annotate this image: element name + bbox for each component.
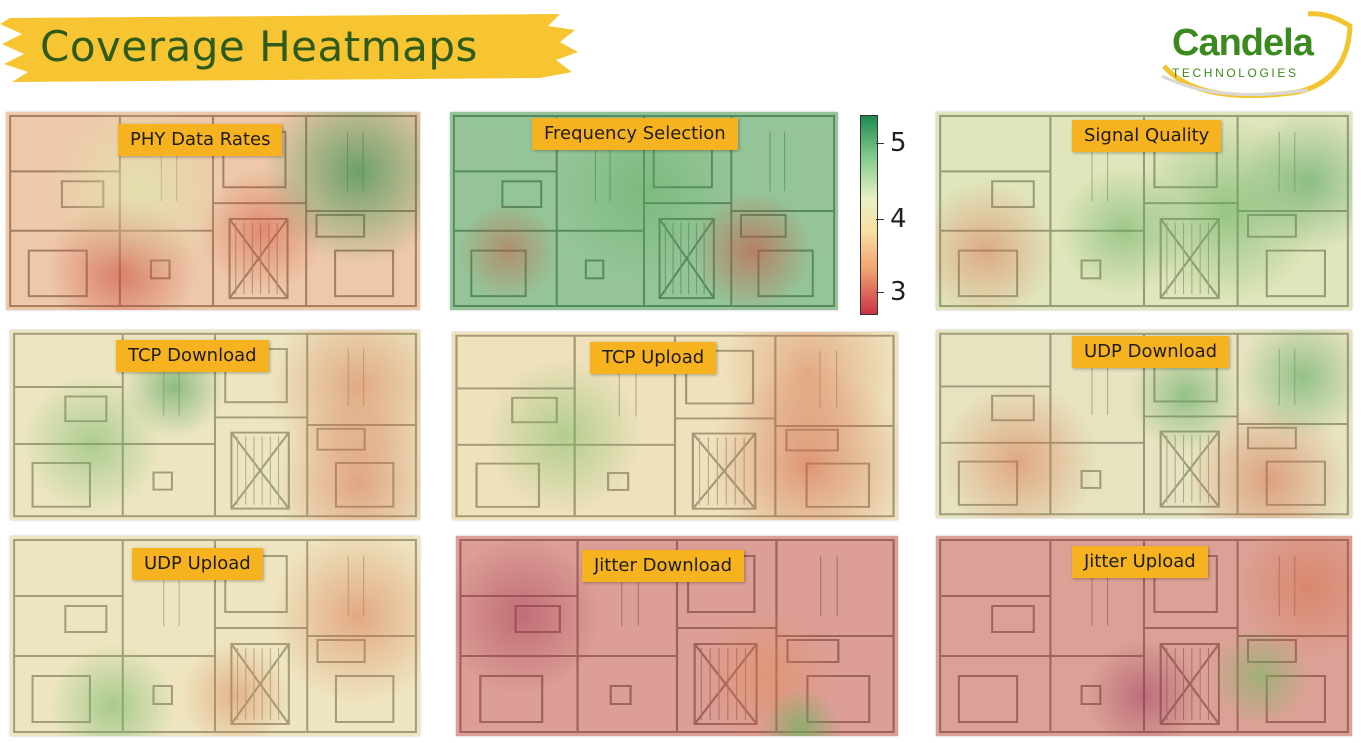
panel-label: Jitter Download [582,550,745,582]
logo-wordmark: Candela [1172,22,1314,64]
logo-subtitle: TECHNOLOGIES [1172,66,1299,80]
heatmap-panel-tcp-download: TCP Download [10,330,420,520]
colorbar-tick-label: 4 [890,204,907,234]
heatmap-panel-tcp-upload: TCP Upload [452,332,898,520]
colorbar-tick [876,292,884,293]
panel-label: UDP Upload [132,548,263,580]
panel-label: Frequency Selection [532,118,738,150]
panel-label: PHY Data Rates [118,124,283,156]
heatmap-panel-jitter-download: Jitter Download [456,536,898,736]
title-banner: Coverage Heatmaps [0,8,580,88]
panel-label: Signal Quality [1072,120,1222,152]
heatmap-panel-signal-quality: Signal Quality [936,112,1352,310]
heatmap-panel-udp-download: UDP Download [936,330,1352,518]
heatmap-panel-phy-data-rates: PHY Data Rates [6,112,420,310]
logo-swoosh [1161,11,1353,99]
colorbar-tick [876,143,884,144]
panel-label: UDP Download [1072,336,1230,368]
colorbar-tick [876,219,884,220]
colorbar-tick-label: 5 [890,128,907,158]
heatmap-panel-frequency-selection: Frequency Selection [450,112,838,310]
panel-label: TCP Upload [590,342,717,374]
panel-label: Jitter Upload [1072,546,1208,578]
colorbar-tick-label: 3 [890,277,907,307]
panel-label: TCP Download [116,340,269,372]
heatmap-panel-udp-upload: UDP Upload [10,536,420,736]
colorbar [860,115,878,315]
candela-logo: Candela TECHNOLOGIES [1158,6,1354,102]
brush-stroke-background [0,14,578,82]
heatmap-panel-jitter-upload: Jitter Upload [936,536,1352,736]
page-title: Coverage Heatmaps [40,22,478,71]
